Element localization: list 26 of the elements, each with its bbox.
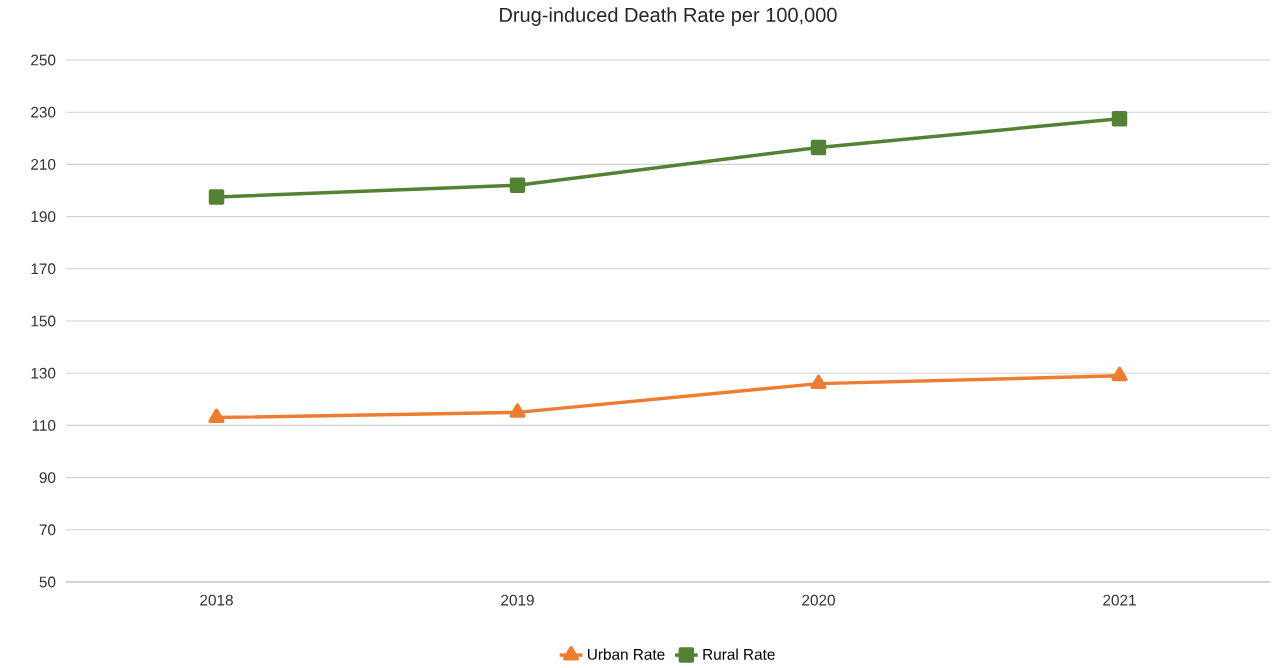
x-tick-label: 2018 bbox=[200, 594, 233, 606]
y-tick-label: 250 bbox=[31, 54, 56, 66]
y-tick-label: 130 bbox=[31, 367, 56, 379]
y-tick-label: 170 bbox=[31, 263, 56, 275]
legend-label: Rural Rate bbox=[703, 648, 775, 660]
y-tick-label: 150 bbox=[31, 315, 56, 327]
y-tick-label: 110 bbox=[32, 419, 56, 431]
y-tick-label: 50 bbox=[39, 576, 56, 588]
y-tick-label: 70 bbox=[39, 524, 56, 536]
y-tick-label: 90 bbox=[39, 472, 56, 484]
x-tick-label: 2020 bbox=[802, 594, 835, 606]
point bbox=[509, 403, 526, 418]
y-tick-label: 230 bbox=[31, 106, 56, 118]
chart-title: Drug-induced Death Rate per 100,000 bbox=[500, 7, 837, 26]
x-tick-label: 2019 bbox=[501, 594, 534, 606]
y-tick-label: 210 bbox=[31, 158, 56, 170]
point bbox=[509, 177, 526, 194]
legend-label: Urban Rate bbox=[588, 648, 665, 660]
point bbox=[810, 374, 827, 390]
x-tick-label: 2021 bbox=[1103, 594, 1136, 606]
y-tick-label: 190 bbox=[31, 211, 56, 223]
point bbox=[208, 189, 225, 205]
point bbox=[810, 139, 827, 156]
point bbox=[1111, 110, 1128, 127]
point bbox=[1111, 366, 1128, 382]
point bbox=[208, 408, 225, 423]
